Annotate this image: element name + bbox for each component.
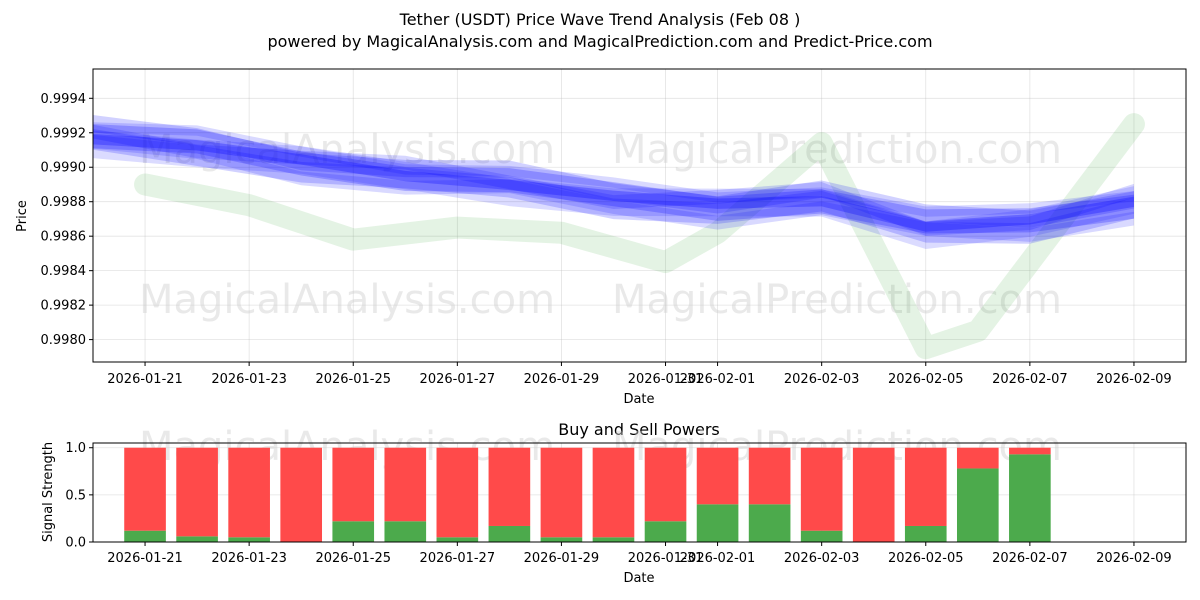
sell-power-bar: [748, 447, 791, 505]
buy-power-bar: [176, 536, 218, 542]
power-y-axis-label: Signal Strength: [41, 442, 56, 542]
sell-power-bar: [332, 447, 375, 522]
sell-power-bar: [176, 447, 218, 537]
buy-power-bar: [228, 537, 270, 542]
price-y-tick-label: 0.9980: [41, 333, 87, 348]
power-x-tick-label: 2026-02-07: [992, 551, 1068, 566]
power-y-tick-label: 0.0: [65, 536, 86, 551]
wave-band: [93, 124, 1134, 234]
sell-power-bar: [904, 447, 947, 526]
wave-band: [93, 122, 1134, 217]
watermark-text: MagicalPrediction.com: [612, 277, 1062, 323]
power-plot-frame: [92, 442, 1187, 543]
power-x-tick-label: 2026-02-03: [784, 551, 860, 566]
price-x-tick-label: 2026-01-23: [211, 372, 287, 387]
buy-power-bar: [904, 525, 947, 542]
sell-power-bar: [800, 447, 843, 531]
wave-band: [93, 134, 1134, 232]
power-x-tick-label: 2026-01-29: [524, 551, 600, 566]
price-y-tick-label: 0.9988: [41, 195, 87, 210]
sell-power-bar: [852, 447, 895, 542]
buy-power-bar: [1009, 454, 1051, 542]
sell-power-bar: [488, 447, 531, 526]
price-x-tick-label: 2026-02-05: [888, 372, 964, 387]
sell-power-bar: [384, 447, 427, 522]
price-y-tick-label: 0.9986: [41, 230, 87, 245]
power-x-tick-label: 2026-01-23: [211, 551, 287, 566]
price-y-tick-label: 0.9994: [41, 92, 87, 107]
price-y-tick-label: 0.9982: [41, 299, 87, 314]
price-x-tick-label: 2026-02-03: [784, 372, 860, 387]
buy-power-bar: [956, 468, 999, 542]
price-y-tick-label: 0.9984: [41, 264, 87, 279]
power-chart-title: Buy and Sell Powers: [558, 420, 720, 439]
buy-power-bar: [696, 504, 739, 542]
sell-power-bar: [1009, 447, 1051, 455]
sell-power-bar: [592, 447, 635, 538]
wave-band: [93, 130, 1134, 249]
price-x-tick-label: 2026-01-27: [420, 372, 496, 387]
buy-power-bar: [488, 525, 531, 542]
power-x-tick-label: 2026-01-31: [628, 551, 704, 566]
sell-power-bar: [228, 447, 270, 538]
buy-power-bar: [436, 537, 479, 542]
buy-power-bar: [800, 530, 843, 542]
sell-power-bar: [644, 447, 687, 522]
buy-power-bar: [332, 521, 375, 542]
buy-power-bar: [644, 521, 687, 542]
power-x-tick-label: 2026-02-09: [1096, 551, 1172, 566]
price-x-tick-label: 2026-01-25: [315, 372, 391, 387]
price-x-axis-label: Date: [623, 392, 654, 407]
price-plot-area: [93, 113, 1145, 360]
sell-power-bar: [436, 447, 479, 538]
watermark-text: MagicalAnalysis.com: [139, 277, 555, 323]
sell-power-bar: [540, 447, 583, 538]
price-x-tick-label: 2026-01-21: [107, 372, 183, 387]
wave-band: [93, 124, 1134, 236]
power-x-tick-label: 2026-01-27: [420, 551, 496, 566]
sell-power-bar: [124, 447, 166, 531]
sell-power-bar: [280, 447, 323, 542]
price-x-tick-label: 2026-01-31: [628, 372, 704, 387]
power-y-tick-label: 1.0: [65, 441, 86, 456]
wave-band: [93, 115, 1134, 228]
watermark-text: MagicalPrediction.com: [612, 127, 1062, 173]
price-x-tick-label: 2026-01-29: [524, 372, 600, 387]
buy-power-bar: [592, 537, 635, 542]
price-chart: 0.9980 0.9982 0.9984 0.9986 0.9988 0.9990 0.99…: [15, 68, 1187, 407]
buy-sell-power-chart: Buy and Sell Powers 0.0 0.5 1.0 2026-01-21 20…: [41, 420, 1187, 586]
power-x-tick-label: 2026-01-25: [315, 551, 391, 566]
price-y-tick-label: 0.9992: [41, 126, 87, 141]
power-y-tick-label: 0.5: [65, 488, 86, 503]
price-y-tick-label: 0.9990: [41, 161, 87, 176]
power-x-axis-label: Date: [623, 571, 654, 586]
price-x-tick-label: 2026-02-01: [680, 372, 756, 387]
buy-power-bar: [384, 521, 427, 542]
sell-power-bar: [696, 447, 739, 505]
price-plot-frame: [92, 68, 1187, 363]
buy-power-bar: [748, 504, 791, 542]
watermark-text: MagicalAnalysis.com: [139, 127, 555, 173]
wave-band: [93, 134, 1134, 242]
power-x-tick-label: 2026-02-01: [680, 551, 756, 566]
actual-price-line: [134, 113, 1145, 360]
price-x-tick-label: 2026-02-09: [1096, 372, 1172, 387]
price-y-axis-label: Price: [15, 200, 30, 232]
power-x-tick-label: 2026-01-21: [107, 551, 183, 566]
figure-title: Tether (USDT) Price Wave Trend Analysis …: [399, 10, 801, 29]
figure-subtitle: powered by MagicalAnalysis.com and Magic…: [267, 32, 932, 51]
power-x-tick-label: 2026-02-05: [888, 551, 964, 566]
price-x-tick-label: 2026-02-07: [992, 372, 1068, 387]
buy-power-bar: [540, 537, 583, 542]
sell-power-bar: [956, 447, 999, 469]
buy-power-bar: [124, 530, 166, 542]
wave-band: [93, 129, 1134, 244]
